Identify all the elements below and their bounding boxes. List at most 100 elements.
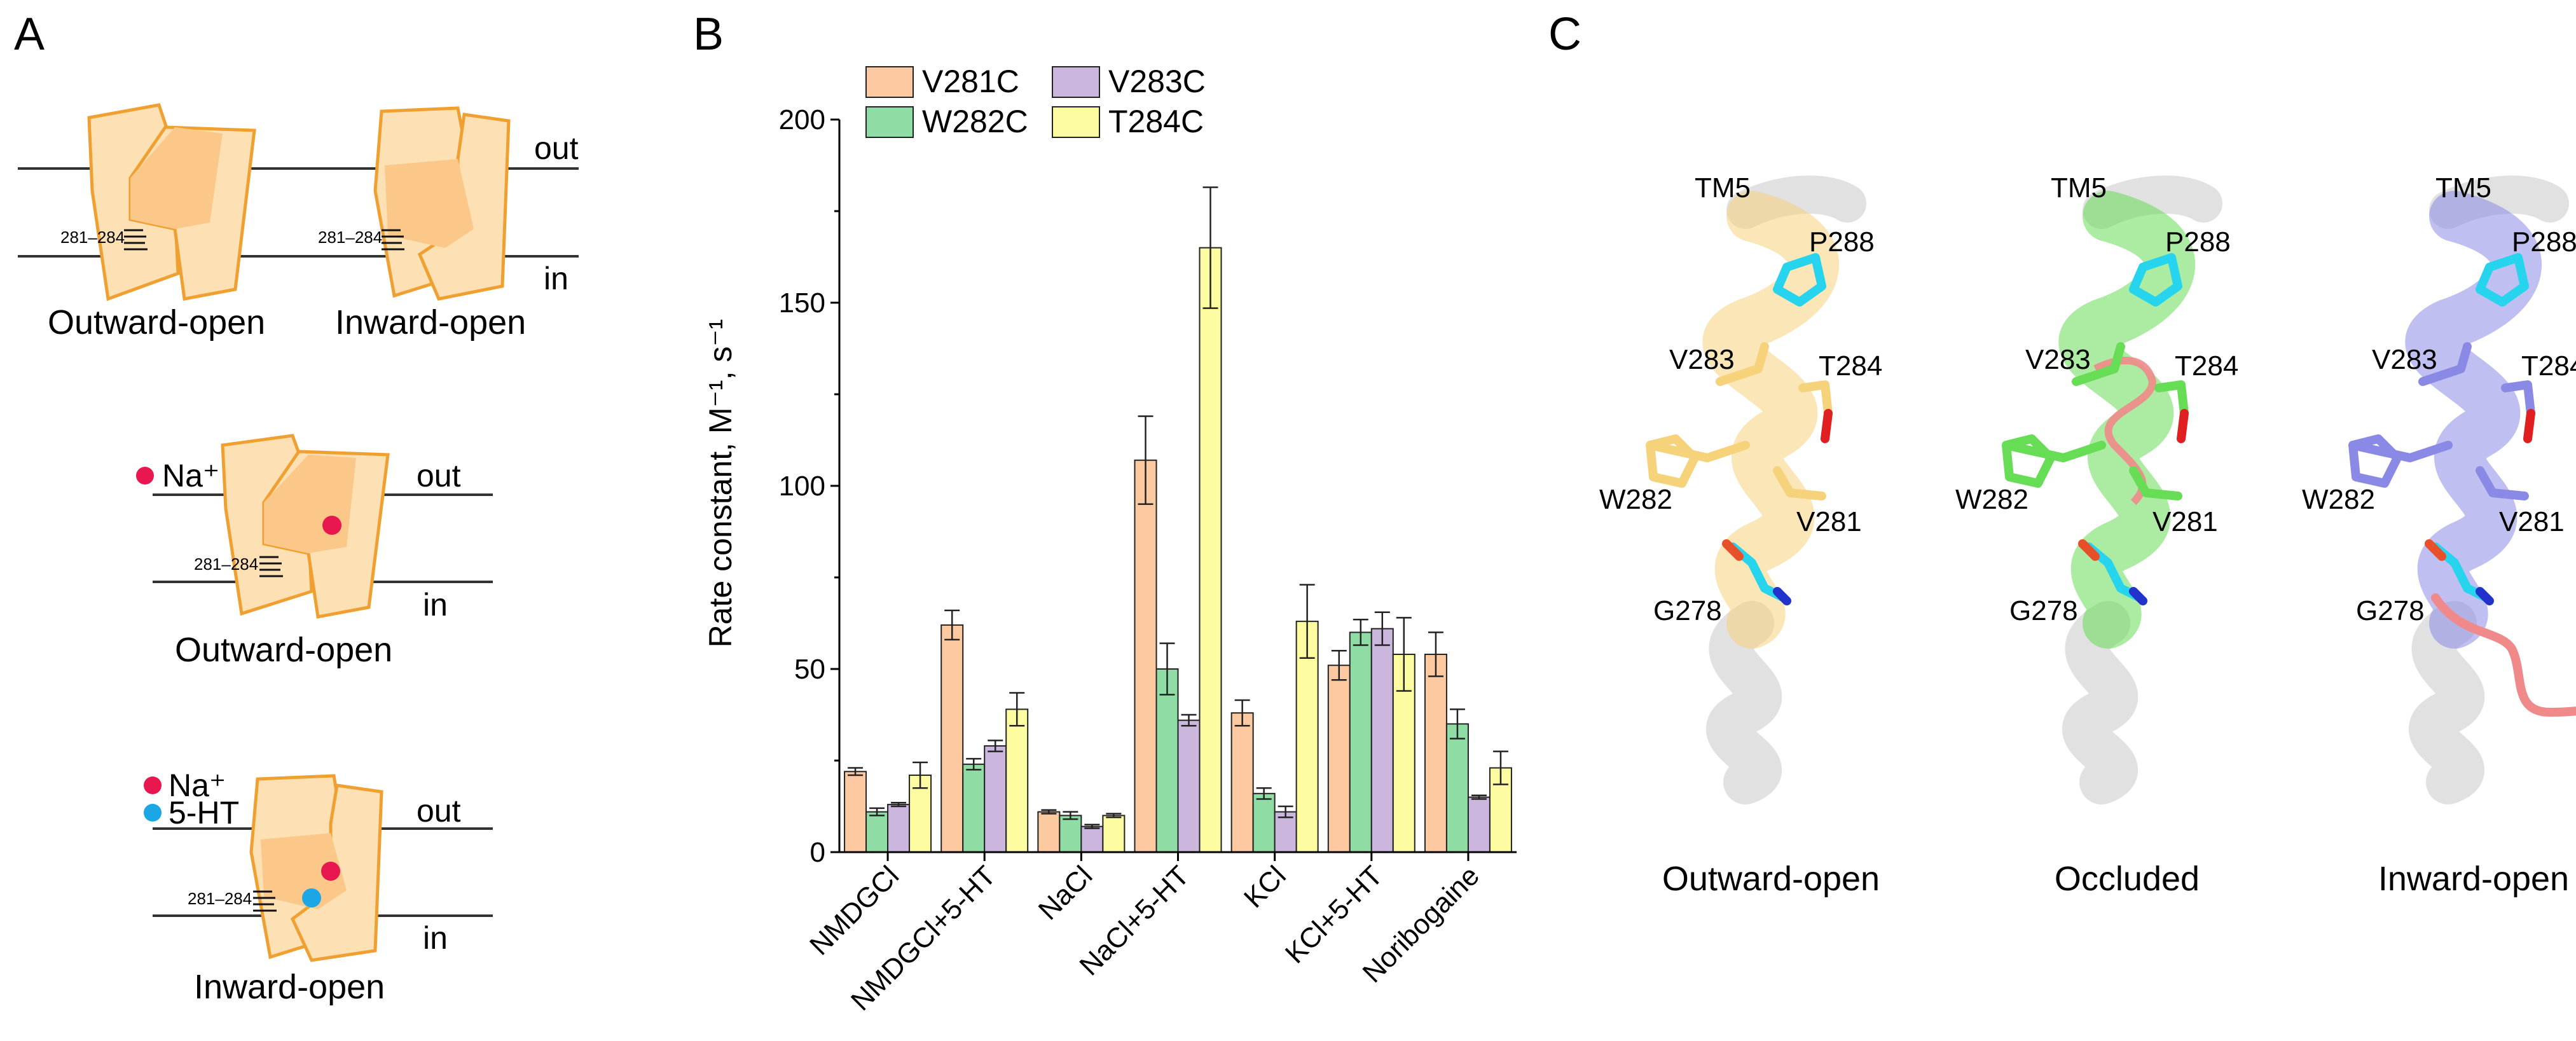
structure-inward-open: TM5 P288 V283 T284 W282 V281 G278 Inward-open (2302, 172, 2576, 898)
residue-label: G278 (2356, 595, 2425, 626)
transporter-inward-open-2: 281–284 (188, 774, 383, 962)
side-chain-stick (2348, 434, 2453, 488)
row3-caption: Inward-open (194, 968, 385, 1006)
side-chain-stick (2476, 253, 2529, 307)
legend-swatch (1052, 66, 1100, 98)
residue-label: T284 (2521, 350, 2576, 382)
bar (1230, 712, 1254, 853)
row1-left-caption: Outward-open (48, 303, 265, 341)
residue-range-label: 281–284 (60, 228, 125, 247)
residue-label: P288 (2512, 226, 2576, 258)
y-tick-label: 200 (779, 104, 825, 135)
x-tick-label: NaCl (1033, 860, 1099, 926)
helix-ribbon-grey (2062, 601, 2138, 804)
bar (1424, 653, 1447, 853)
helix-ribbon-grey (2409, 601, 2484, 804)
chart-legend: V281C V283C W282C T284C (865, 64, 1206, 139)
side-chain-stick (2129, 466, 2182, 500)
legend-swatch (865, 106, 914, 138)
residue-range-label: 281–284 (188, 889, 252, 908)
bar (1370, 628, 1394, 853)
transporter-core (130, 127, 223, 229)
residue-marks (124, 229, 148, 251)
residue-label: W282 (1955, 484, 2028, 515)
legend-swatch (865, 66, 914, 98)
na-ion-legend-marker (144, 776, 162, 794)
nitrogen-atom (1773, 587, 1791, 605)
bar (962, 763, 986, 853)
x-tick-label: KCl (1238, 860, 1292, 914)
y-tick-label: 150 (779, 287, 825, 319)
legend-label: W282C (922, 104, 1028, 139)
nitrogen-atom (2476, 587, 2494, 605)
bar (1102, 815, 1126, 853)
transporter-inward-open-1: 281–284 (318, 106, 511, 301)
side-chain-stick (1773, 466, 1826, 500)
residue-marks (259, 556, 283, 577)
bar (1349, 631, 1372, 853)
y-tick-label: 0 (810, 837, 825, 868)
in-label: in (423, 587, 448, 623)
bar (1080, 825, 1104, 853)
bar (1037, 811, 1061, 853)
bar (1134, 459, 1157, 853)
transporter-outward-open-2: 281–284 (194, 434, 390, 619)
side-chain-stick (2129, 253, 2182, 307)
residue-label: P288 (1809, 226, 1875, 258)
na-ion (322, 516, 341, 535)
side-chain-stick (2154, 380, 2189, 418)
legend-label: V283C (1108, 64, 1206, 99)
residue-label: T284 (1819, 350, 1882, 382)
serotonin-legend-marker (144, 804, 162, 822)
out-label: out (417, 793, 461, 829)
residue-range-label: 281–284 (318, 228, 382, 247)
bar (1177, 719, 1201, 853)
bar (1199, 247, 1222, 853)
residue-label: V281 (2499, 506, 2565, 537)
legend-label: T284C (1108, 104, 1204, 139)
in-label: in (544, 261, 568, 296)
transporter-core (261, 833, 347, 909)
legend-label: V281C (922, 64, 1019, 99)
structure-caption: Occluded (2055, 860, 2200, 898)
y-tick-label: 50 (794, 654, 825, 685)
bar (1467, 796, 1491, 853)
residue-label: W282 (1599, 484, 1672, 515)
structure-caption: Inward-open (2378, 860, 2569, 898)
residue-label: V281 (2152, 506, 2218, 537)
bar (1295, 621, 1319, 853)
side-chain-stick (2501, 380, 2535, 418)
bar (1005, 708, 1029, 853)
residue-marks (382, 229, 404, 251)
residue-range-label: 281–284 (194, 555, 258, 574)
transporter-outward-open-1: 281–284 (60, 103, 256, 301)
side-chain-stick (1646, 434, 1750, 488)
side-chain-stick (1773, 253, 1826, 307)
panel-a-letter: A (14, 9, 45, 60)
residue-label: T284 (2175, 350, 2238, 382)
residue-label: V283 (2025, 344, 2091, 375)
oxygen-atom (2177, 409, 2189, 443)
out-label: out (534, 130, 579, 166)
legend-na-label: Na⁺ (162, 458, 219, 493)
loop-segment (2431, 593, 2576, 717)
y-tick-label: 100 (779, 471, 825, 502)
transporter-core (385, 159, 474, 248)
side-chain-stick (2476, 466, 2529, 500)
side-chain-stick (2418, 342, 2472, 386)
row2-caption: Outward-open (175, 631, 392, 669)
residue-label: V283 (1669, 344, 1735, 375)
panel-c-letter: C (1548, 9, 1581, 60)
serotonin-molecule (302, 888, 321, 907)
in-label: in (423, 920, 448, 956)
out-label: out (417, 458, 461, 493)
legend-swatch (1052, 106, 1100, 138)
helix-label: TM5 (2051, 172, 2107, 203)
chart-bars (844, 186, 1512, 853)
residue-marks (253, 890, 277, 912)
panel-a: A out in 281–284 Outward-open 281–284 (14, 9, 579, 1006)
panel-b-letter: B (693, 9, 724, 60)
bar (1059, 815, 1082, 853)
